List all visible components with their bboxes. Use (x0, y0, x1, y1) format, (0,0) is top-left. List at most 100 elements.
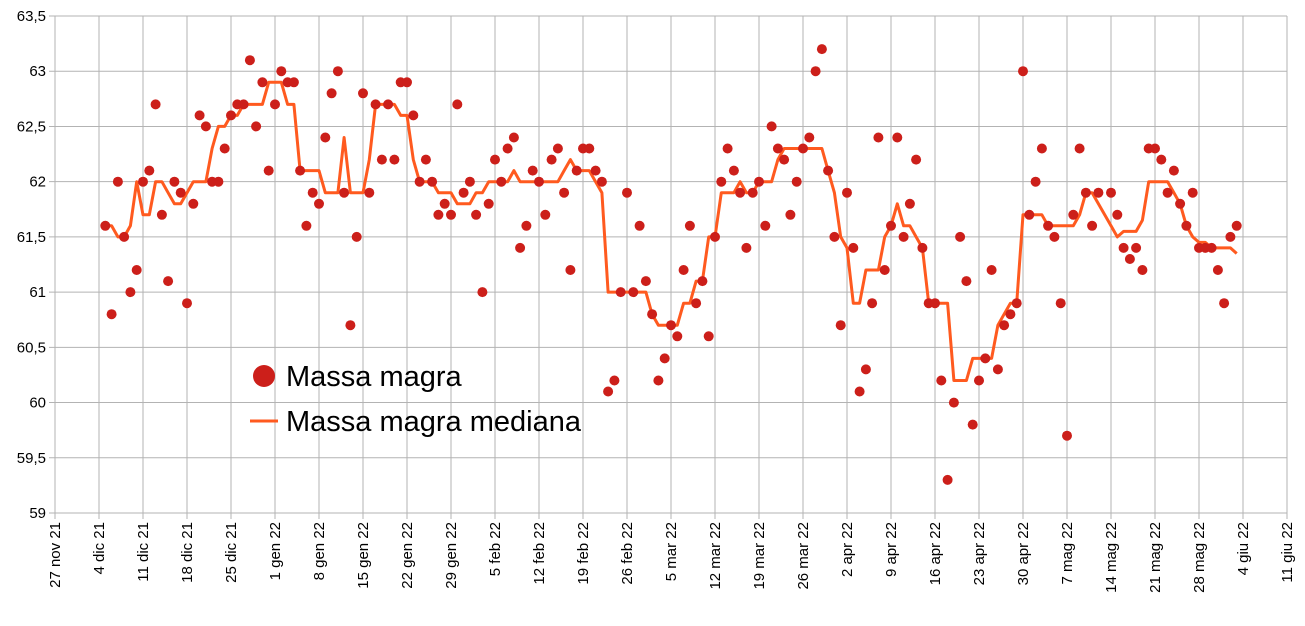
data-point (760, 220, 771, 231)
data-point (1156, 154, 1167, 165)
y-tick-label: 59,5 (17, 450, 46, 467)
x-tick-label: 14 mag 22 (1103, 522, 1120, 593)
points-series (100, 44, 1242, 485)
data-point (835, 320, 846, 331)
data-point (691, 298, 702, 309)
x-tick-label: 8 gen 22 (311, 522, 328, 580)
data-point (848, 242, 859, 253)
data-point (898, 231, 909, 242)
data-point (1068, 209, 1079, 220)
x-tick-label: 26 feb 22 (619, 522, 636, 585)
y-axis: 59 59,5 60 60,5 61 61,5 62 62,5 63 63,5 (17, 8, 46, 522)
data-point (219, 143, 230, 154)
data-point (684, 220, 695, 231)
data-point (490, 154, 500, 165)
data-point (1124, 254, 1135, 264)
data-point (427, 176, 438, 187)
data-point (502, 143, 513, 154)
data-point (892, 132, 903, 143)
x-tick-label: 4 dic 21 (91, 522, 108, 575)
y-tick-label: 61,5 (17, 229, 46, 246)
data-point (345, 320, 356, 331)
data-point (722, 143, 733, 154)
data-point (930, 298, 940, 309)
data-point (332, 66, 343, 77)
y-tick-label: 63,5 (17, 8, 46, 25)
y-tick-label: 62 (29, 174, 46, 191)
data-point (238, 99, 249, 110)
data-point (515, 242, 526, 253)
data-point (112, 176, 123, 187)
data-point (1162, 187, 1173, 198)
data-point (244, 55, 255, 66)
data-point (873, 132, 884, 143)
data-point (1062, 430, 1072, 441)
data-point (1055, 298, 1066, 309)
data-point (666, 320, 676, 331)
data-point (320, 132, 331, 143)
data-point (156, 209, 167, 220)
data-point (471, 209, 482, 220)
data-point (854, 386, 865, 397)
x-tick-label: 7 mag 22 (1059, 522, 1076, 585)
data-point (194, 110, 205, 121)
data-point (710, 231, 720, 242)
x-tick-label: 19 feb 22 (575, 522, 592, 585)
data-point (886, 220, 896, 231)
x-tick-label: 22 gen 22 (399, 522, 416, 589)
x-tick-label: 21 mag 22 (1147, 522, 1164, 593)
data-point (1175, 198, 1186, 209)
data-point (942, 474, 953, 485)
x-tick-label: 2 apr 22 (839, 522, 856, 577)
data-point (955, 231, 966, 242)
data-point (615, 287, 626, 298)
data-point (659, 353, 670, 364)
data-point (728, 165, 739, 176)
data-point (389, 154, 400, 165)
data-point (653, 375, 664, 386)
data-point (1150, 143, 1160, 154)
data-point (251, 121, 262, 132)
y-tick-label: 59 (29, 505, 46, 522)
x-tick-label: 5 feb 22 (487, 522, 504, 576)
data-point (169, 176, 180, 187)
data-point (163, 276, 174, 287)
data-point (1024, 209, 1035, 220)
x-tick-label: 12 feb 22 (531, 522, 548, 585)
data-point (263, 165, 274, 176)
data-point (741, 242, 752, 253)
data-point (182, 298, 192, 309)
data-point (464, 176, 475, 187)
legend-label-points: Massa magra (286, 361, 463, 393)
data-point (276, 66, 287, 77)
data-point (1118, 242, 1129, 253)
x-tick-label: 27 nov 21 (47, 522, 64, 588)
x-tick-label: 19 mar 22 (751, 522, 768, 590)
data-point (961, 276, 972, 287)
data-point (678, 265, 689, 275)
data-point (270, 99, 280, 110)
data-point (1043, 220, 1054, 231)
data-point (125, 287, 136, 298)
x-tick-label: 4 giu 22 (1235, 522, 1252, 575)
data-point (358, 88, 368, 99)
data-point (904, 198, 915, 209)
y-tick-label: 63 (29, 63, 46, 80)
data-point (747, 187, 758, 198)
data-point (716, 176, 727, 187)
data-point (697, 276, 708, 287)
data-point (992, 364, 1003, 375)
data-point (1168, 165, 1179, 176)
data-point (860, 364, 871, 375)
x-tick-label: 5 mar 22 (663, 522, 680, 581)
x-tick-label: 29 gen 22 (443, 522, 460, 589)
data-point (534, 176, 544, 187)
data-point (590, 165, 601, 176)
data-point (106, 309, 117, 320)
data-point (754, 176, 764, 187)
data-point (772, 143, 783, 154)
data-point (1093, 187, 1104, 198)
x-tick-label: 18 dic 21 (179, 522, 196, 583)
data-point (119, 231, 130, 242)
